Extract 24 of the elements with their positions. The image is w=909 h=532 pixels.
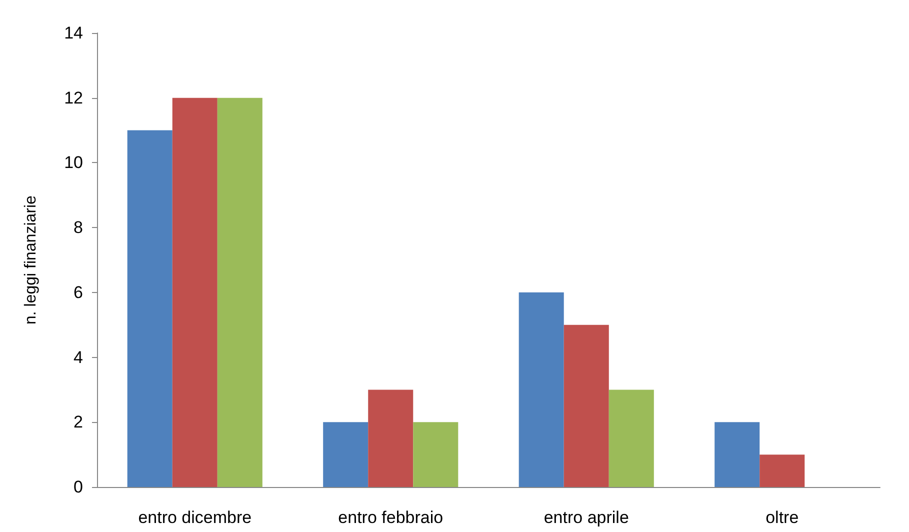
bar — [714, 422, 760, 487]
y-axis-title: n. leggi finanziarie — [22, 195, 40, 324]
bar — [172, 98, 218, 487]
bar — [608, 390, 654, 487]
y-tick-label: 0 — [74, 478, 83, 496]
bar — [760, 454, 805, 487]
y-tick-label: 2 — [74, 412, 83, 432]
bar — [368, 390, 414, 487]
y-tick-label: 14 — [64, 24, 83, 42]
bar — [564, 324, 609, 487]
x-tick-label: entro febbraio — [338, 508, 444, 527]
y-tick-label: 10 — [64, 153, 83, 172]
bar — [217, 98, 262, 487]
bar — [127, 130, 172, 487]
bar — [323, 422, 368, 487]
y-tick-label: 4 — [74, 348, 83, 367]
y-tick-label: 8 — [74, 218, 83, 238]
y-tick-label: 12 — [64, 88, 83, 108]
x-tick-label: entro aprile — [544, 508, 629, 527]
x-tick-label: oltre — [766, 508, 799, 527]
bar — [518, 292, 564, 487]
x-tick-label: entro dicembre — [138, 508, 252, 527]
bar — [413, 422, 458, 487]
y-tick-label: 6 — [74, 282, 83, 302]
